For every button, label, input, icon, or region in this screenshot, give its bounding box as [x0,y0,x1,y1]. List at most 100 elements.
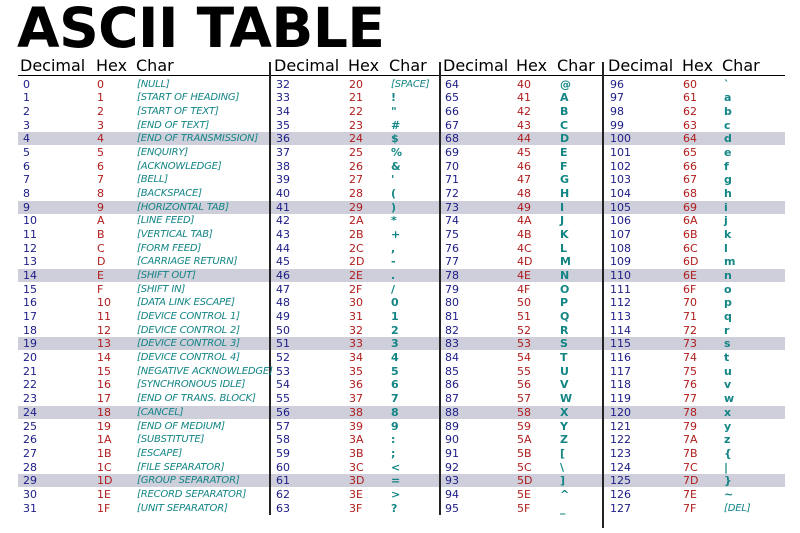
char-value: ; [391,446,396,460]
decimal-value: 10 [23,214,37,228]
decimal-value: 76 [445,241,459,255]
decimal-value: 25 [23,419,37,433]
hex-value: 7C [683,460,698,474]
hex-value: 30 [349,296,363,310]
char-value: G [560,173,570,187]
hex-value: 6 [97,159,104,173]
char-name: [SUBSTITUTE] [137,434,205,446]
hex-value: 39 [349,419,363,433]
decimal-value: 26 [23,433,37,447]
decimal-value: 52 [276,351,290,365]
char-value: 9 [391,419,399,433]
hex-value: 1 [97,91,104,105]
decimal-value: 101 [610,145,631,159]
decimal-value: 55 [276,392,290,406]
decimal-value: 57 [276,419,290,433]
hex-value: 18 [97,405,111,419]
hex-value: 25 [349,145,363,159]
char-value: h [724,186,732,200]
decimal-value: 33 [276,91,290,105]
char-value: ^ [560,487,570,501]
highlight-row [18,269,785,283]
char-name: [FORM FEED] [137,242,202,254]
hex-value: 3D [349,474,365,488]
decimal-value: 12 [23,241,37,255]
hex-value: 3 [97,118,104,132]
hex-value: 69 [683,200,697,214]
hex-value: 56 [517,378,531,392]
char-name: [UNIT SEPARATOR] [137,502,228,514]
char-value: P [560,296,569,310]
hex-value: 5D [517,474,533,488]
decimal-value: 83 [445,337,459,351]
hex-value: 70 [683,296,697,310]
char-value: $ [391,132,399,146]
decimal-value: 0 [23,77,30,91]
header-hex: Hex [682,56,714,75]
decimal-value: 24 [23,405,37,419]
hex-value: 50 [517,296,531,310]
decimal-value: 84 [445,351,459,365]
decimal-value: 113 [610,310,631,324]
char-value: I [560,200,565,214]
char-value: ! [391,91,397,105]
char-name: [SYNCHRONOUS IDLE] [137,379,246,391]
header-hex: Hex [96,56,128,75]
hex-value: 2F [349,282,363,296]
char-value: > [391,487,401,501]
char-name: [DEL] [724,502,751,514]
hex-value: B [97,227,105,241]
decimal-value: 48 [276,296,290,310]
char-value: ` [724,77,730,91]
hex-value: 1A [97,433,112,447]
decimal-value: 90 [445,433,459,447]
char-value: " [391,104,397,118]
decimal-value: 47 [276,282,290,296]
hex-value: 29 [349,200,363,214]
char-value: x [724,405,732,419]
hex-value: 71 [683,310,697,324]
hex-value: 59 [517,419,531,433]
decimal-value: 28 [23,460,37,474]
hex-value: 51 [517,310,531,324]
char-name: [BELL] [137,174,168,186]
decimal-value: 114 [610,323,631,337]
decimal-value: 29 [23,474,37,488]
decimal-value: 64 [445,77,459,91]
char-name: [FILE SEPARATOR] [137,461,225,473]
hex-value: 2A [349,214,364,228]
decimal-value: 3 [23,118,30,132]
hex-value: 38 [349,405,363,419]
char-value: & [391,159,401,173]
decimal-value: 96 [610,77,624,91]
char-value: j [724,214,728,228]
hex-value: 2B [349,227,364,241]
hex-value: 6D [683,255,699,269]
char-value: f [724,159,729,173]
char-value: 6 [391,378,399,392]
decimal-value: 7 [23,173,30,187]
char-value: ~ [724,487,734,501]
decimal-value: 34 [276,104,290,118]
hex-value: 66 [683,159,697,173]
char-value: + [391,227,401,241]
decimal-value: 4 [23,132,30,146]
header-hex: Hex [516,56,548,75]
char-value: t [724,351,730,365]
char-value: * [391,214,397,228]
hex-value: 8 [97,186,104,200]
hex-value: 5F [517,501,531,515]
decimal-value: 43 [276,227,290,241]
decimal-value: 51 [276,337,290,351]
char-value: n [724,269,732,283]
hex-value: 4F [517,282,531,296]
hex-value: 32 [349,323,363,337]
decimal-value: 69 [445,145,459,159]
char-value: z [724,433,731,447]
char-name: [CANCEL] [137,406,184,418]
header-hex: Hex [348,56,380,75]
char-value: 0 [391,296,399,310]
char-name: [DEVICE CONTROL 2] [137,324,240,336]
hex-value: 12 [97,323,111,337]
hex-value: 23 [349,118,363,132]
